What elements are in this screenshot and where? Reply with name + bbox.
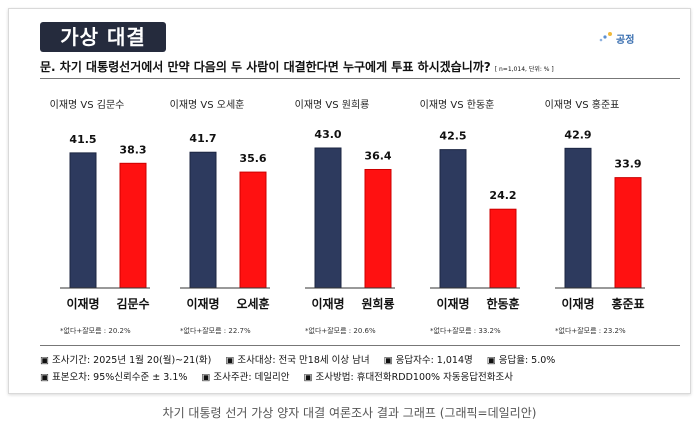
footer-line-1: ▣ 조사기간: 2025년 1월 20(월)~21(화) ▣ 조사대상: 전국 만… (40, 352, 569, 366)
group-title: 이재명 VS 원희룡 (295, 99, 370, 111)
bar-opponent (239, 171, 267, 289)
undecided-note: *없다+잘모름 : 22.7% (180, 326, 251, 335)
undecided-note: *없다+잘모름 : 20.2% (60, 326, 131, 335)
survey-question: 문. 차기 대통령선거에서 만약 다음의 두 사람이 대결한다면 누구에게 투표… (40, 58, 554, 75)
bar-lee (314, 147, 342, 289)
bar-value-label: 41.7 (189, 132, 216, 145)
bar-lee (564, 147, 592, 289)
chart-title-badge: 가상 대결 (40, 22, 166, 52)
bar-opponent (364, 168, 392, 289)
footer-item: ▣ 조사방법: 휴대전화RDD100% 자동응답전화조사 (303, 372, 513, 383)
bar-opponent (489, 208, 517, 289)
category-label: 원희룡 (361, 296, 394, 311)
bar-value-label: 33.9 (614, 158, 641, 171)
category-label: 이재명 (436, 296, 469, 311)
footer-item: ▣ 조사대상: 전국 만18세 이상 남녀 (225, 355, 370, 366)
bar-value-label: 38.3 (119, 143, 146, 156)
header-divider (40, 78, 680, 79)
category-label: 이재명 (66, 296, 99, 311)
logo-text: 공정 (616, 35, 635, 46)
category-label: 김문수 (116, 296, 149, 311)
group-title: 이재명 VS 오세훈 (170, 98, 245, 111)
category-label: 이재명 (561, 296, 594, 311)
bar-value-label: 42.5 (439, 130, 466, 143)
question-note: [ n=1,014, 단위: % ] (494, 66, 554, 73)
undecided-note: *없다+잘모름 : 33.2% (430, 326, 501, 335)
footer-item: ▣ 응답율: 5.0% (486, 355, 556, 366)
bar-lee (189, 151, 217, 289)
footer-item: ▣ 응답자수: 1,014명 (383, 355, 473, 366)
undecided-note: *없다+잘모름 : 23.2% (555, 326, 626, 335)
undecided-note: *없다+잘모름 : 20.6% (305, 326, 376, 335)
category-label: 한동훈 (486, 296, 519, 311)
bar-value-label: 36.4 (364, 149, 391, 162)
image-caption: 차기 대통령 선거 가상 양자 대결 여론조사 결과 그래프 (그래픽=데일리안… (162, 406, 537, 420)
category-label: 홍준표 (611, 296, 644, 311)
category-label: 이재명 (311, 296, 344, 311)
group-title: 이재명 VS 홍준표 (545, 98, 620, 111)
bar-value-label: 43.0 (314, 128, 341, 141)
category-label: 이재명 (186, 296, 219, 311)
logo-icon (599, 32, 612, 42)
question-text: 문. 차기 대통령선거에서 만약 다음의 두 사람이 대결한다면 누구에게 투표… (40, 60, 491, 74)
bar-chart: 이재명 VS 김문수 41.5 이재명 38.3 김문수 *없다+잘모름 : 20.2% 이… (50, 98, 645, 335)
footer-item: ▣ 조사주관: 데일리안 (201, 372, 290, 383)
footer-item: ▣ 표본오차: 95%신뢰수준 ± 3.1% (40, 372, 188, 383)
group-title: 이재명 VS 김문수 (50, 99, 125, 111)
bar-value-label: 42.9 (564, 128, 591, 141)
footer-divider (40, 345, 680, 346)
group-title: 이재명 VS 한동훈 (420, 98, 495, 111)
footer-line-2: ▣ 표본오차: 95%신뢰수준 ± 3.1% ▣ 조사주관: 데일리안 ▣ 조사방법… (40, 369, 527, 383)
category-label: 오세훈 (236, 296, 269, 311)
bar-lee (69, 152, 97, 289)
bar-opponent (614, 177, 642, 289)
bar-lee (439, 149, 467, 289)
bar-value-label: 24.2 (489, 189, 516, 202)
bar-value-label: 41.5 (69, 133, 96, 146)
bar-opponent (119, 162, 147, 289)
bar-value-label: 35.6 (239, 152, 266, 165)
footer-item: ▣ 조사기간: 2025년 1월 20(월)~21(화) (40, 355, 212, 366)
